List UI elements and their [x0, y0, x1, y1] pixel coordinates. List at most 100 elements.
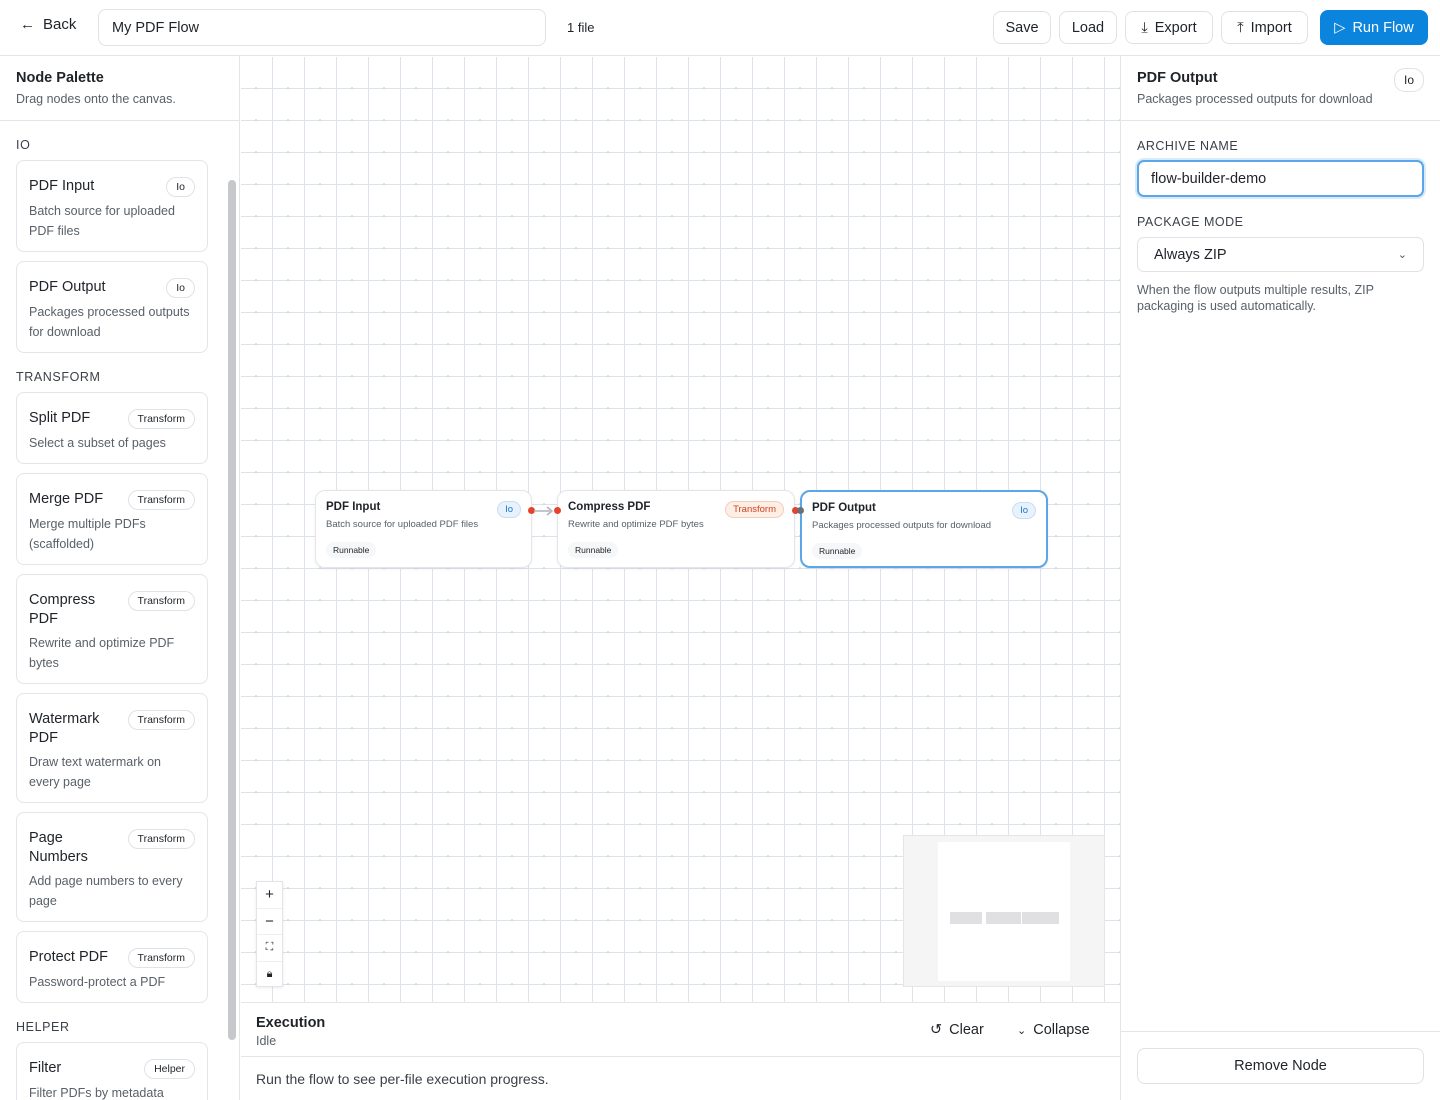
save-button[interactable]: Save	[993, 11, 1051, 44]
node-title: Filter	[29, 1060, 62, 1076]
edge-arrow	[534, 506, 554, 516]
category-badge: Io	[1012, 502, 1036, 519]
lock-icon: 🔒︎	[266, 968, 273, 981]
node-title: Merge PDF	[29, 491, 104, 507]
node-description: Draw text watermark on every page	[29, 755, 161, 789]
zoom-in-button[interactable]: +	[257, 882, 282, 909]
palette-node[interactable]: Watermark PDF Transform Draw text watermar…	[16, 693, 208, 803]
category-badge: Transform	[127, 591, 195, 611]
download-icon: ⤓	[1141, 19, 1148, 36]
node-description: Rewrite and optimize PDF bytes	[29, 636, 175, 670]
node-description: Add page numbers to every page	[29, 874, 183, 908]
node-description: Rewrite and optimize PDF bytes	[568, 519, 704, 530]
node-inspector: PDF Output Packages processed outputs for…	[1120, 56, 1440, 1100]
play-icon: ▷	[1334, 19, 1346, 36]
input-handle[interactable]	[797, 507, 804, 514]
status-badge: Runnable	[812, 543, 863, 559]
top-bar: ←Back 1 file Save Load ⤓Export ⤒Import ▷…	[0, 0, 1440, 56]
inspector-subtitle: Packages processed outputs for download	[1137, 92, 1373, 106]
archive-name-label: ARCHIVE NAME	[1137, 139, 1239, 153]
status-badge: Runnable	[568, 542, 619, 558]
fullscreen-icon: ⛶	[265, 941, 274, 954]
node-description: Batch source for uploaded PDF files	[29, 204, 175, 238]
flow-node[interactable]: Compress PDF Rewrite and optimize PDF byt…	[557, 490, 795, 568]
minimap-node	[950, 912, 982, 924]
node-description: Merge multiple PDFs (scaffolded)	[29, 517, 146, 551]
canvas-controls: + − ⛶ 🔒︎	[256, 881, 283, 987]
palette-node[interactable]: PDF Output Io Packages processed outputs f…	[16, 261, 208, 353]
palette-node[interactable]: PDF Input Io Batch source for uploaded PDF…	[16, 160, 208, 252]
status-badge: Runnable	[326, 542, 377, 558]
remove-node-button[interactable]: Remove Node	[1137, 1048, 1424, 1084]
category-badge: Io	[166, 177, 195, 197]
fit-view-button[interactable]: ⛶	[257, 935, 282, 962]
load-button[interactable]: Load	[1059, 11, 1117, 44]
package-mode-help: When the flow outputs multiple results, …	[1137, 283, 1374, 313]
archive-name-input[interactable]	[1137, 160, 1424, 197]
minus-icon: −	[265, 912, 274, 930]
flow-canvas[interactable]: PDF Input Batch source for uploaded PDF f…	[241, 57, 1120, 1002]
category-badge: Transform	[127, 409, 195, 429]
execution-panel: Execution Idle ↺ Clear ⌄ Collapse Run the …	[241, 1002, 1120, 1100]
node-description: Select a subset of pages	[29, 436, 166, 450]
output-handle[interactable]	[528, 507, 535, 514]
chevron-down-icon: ⌄	[1397, 249, 1407, 261]
palette-node[interactable]: Merge PDF Transform Merge multiple PDFs (s…	[16, 473, 208, 565]
minimap-viewport	[938, 842, 1070, 981]
divider	[1121, 1031, 1440, 1032]
execution-status: Idle	[256, 1034, 277, 1048]
run-flow-button[interactable]: ▷ Run Flow	[1320, 10, 1428, 45]
zoom-out-button[interactable]: −	[257, 909, 282, 935]
flow-node[interactable]: PDF Input Batch source for uploaded PDF f…	[315, 490, 532, 568]
palette-node[interactable]: Page Numbers Transform Add page numbers to…	[16, 812, 208, 922]
category-badge: Io	[497, 501, 521, 518]
minimap-node	[986, 912, 1021, 924]
package-mode-select[interactable]: Always ZIP ⌄	[1137, 237, 1424, 272]
category-badge: Transform	[127, 948, 195, 968]
node-title: Protect PDF	[29, 949, 108, 965]
flow-node[interactable]: PDF Output Packages processed outputs for…	[800, 490, 1048, 568]
palette-node[interactable]: Filter Helper Filter PDFs by metadata (pag…	[16, 1042, 208, 1100]
palette-section-label: HELPER	[16, 1020, 70, 1034]
minimap[interactable]	[903, 835, 1105, 987]
palette-section-label: TRANSFORM	[16, 370, 101, 384]
category-badge: Transform	[127, 829, 195, 849]
palette-scrollbar[interactable]	[228, 180, 236, 1040]
node-title: Watermark PDF	[29, 711, 100, 746]
category-badge: Io	[1393, 68, 1424, 92]
category-badge: Transform	[127, 490, 195, 510]
palette-section-label: IO	[16, 138, 31, 152]
file-count: 1 file	[567, 20, 595, 35]
palette-node[interactable]: Protect PDF Transform Password-protect a P…	[16, 931, 208, 1003]
node-title: PDF Input	[29, 178, 95, 194]
plus-icon: +	[265, 886, 274, 904]
rotate-ccw-icon: ↺	[930, 1022, 943, 1038]
output-handle[interactable]	[792, 507, 799, 514]
palette-subtitle: Drag nodes onto the canvas.	[16, 92, 176, 106]
inspector-title: PDF Output	[1137, 70, 1218, 86]
input-handle[interactable]	[554, 507, 561, 514]
node-title: PDF Output	[812, 502, 876, 514]
node-palette: Node Palette Drag nodes onto the canvas. …	[0, 56, 240, 1100]
category-badge: Helper	[144, 1059, 195, 1079]
node-description: Password-protect a PDF	[29, 975, 166, 989]
import-button[interactable]: ⤒ Import	[1221, 11, 1308, 44]
node-title: Compress PDF	[29, 592, 96, 627]
execution-title: Execution	[256, 1015, 326, 1031]
palette-node[interactable]: Compress PDF Transform Rewrite and optimiz…	[16, 574, 208, 684]
back-button[interactable]: ← Back	[20, 16, 77, 33]
flow-name-input[interactable]	[98, 9, 546, 46]
export-button[interactable]: ⤓ Export	[1125, 11, 1213, 44]
node-description: Packages processed outputs for download	[29, 305, 190, 339]
arrow-left-icon: ←	[20, 16, 35, 33]
lock-button[interactable]: 🔒︎	[257, 962, 282, 989]
clear-button[interactable]: ↺ Clear	[930, 1022, 984, 1038]
divider	[241, 1056, 1120, 1057]
palette-list: IO PDF Input Io Batch source for uploaded P…	[0, 138, 224, 1100]
minimap-node	[1022, 912, 1059, 924]
node-title: PDF Input	[326, 501, 381, 513]
palette-node[interactable]: Split PDF Transform Select a subset of pag…	[16, 392, 208, 464]
category-badge: Io	[166, 278, 195, 298]
palette-title: Node Palette	[16, 70, 104, 86]
collapse-button[interactable]: ⌄ Collapse	[1017, 1022, 1090, 1038]
